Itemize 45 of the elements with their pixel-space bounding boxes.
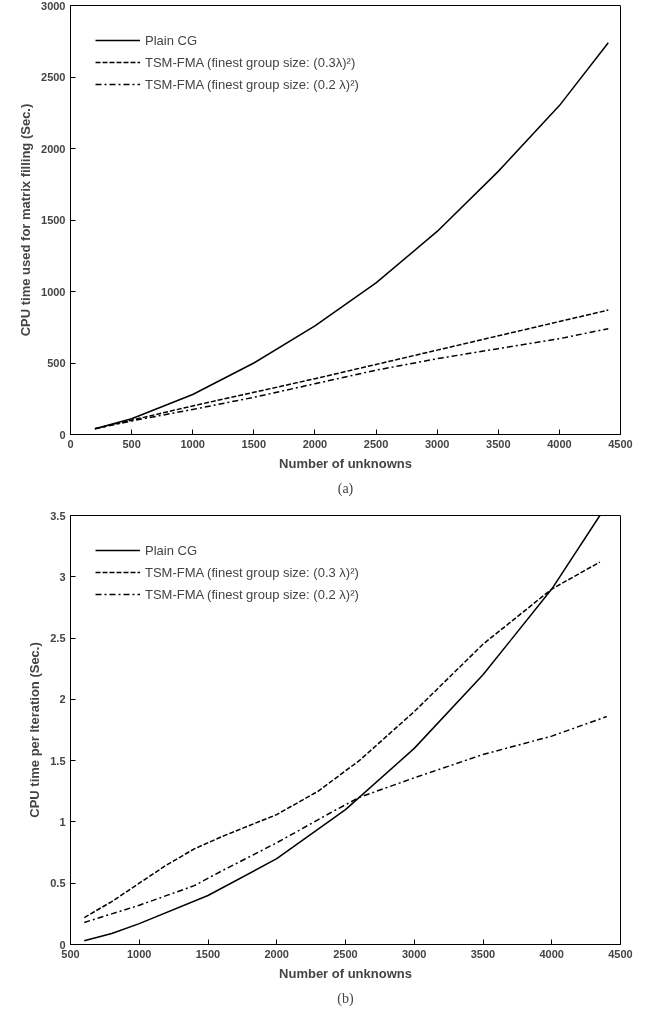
x-tick-label: 500: [122, 437, 141, 450]
legend-label: TSM-FMA (finest group size: (0.2 λ)²): [145, 76, 359, 92]
y-tick-label: 0: [59, 428, 66, 441]
x-tick-label: 2500: [363, 437, 389, 450]
y-tick-label: 500: [47, 357, 66, 369]
x-tick-label: 1500: [195, 947, 221, 960]
y-tick-label: 3: [59, 570, 66, 583]
y-tick-label: 0: [59, 938, 66, 951]
x-tick-label: 2500: [333, 947, 358, 960]
y-axis-title: CPU time used for matrix filling (Sec.): [18, 103, 34, 337]
y-tick-label: 2: [59, 693, 66, 706]
x-tick-label: 2000: [264, 947, 289, 960]
y-tick-label: 1: [59, 815, 66, 828]
x-tick-label: 3500: [486, 437, 511, 450]
x-tick-label: 3000: [424, 437, 450, 450]
y-axis-title: CPU time per Iteration (Sec.): [27, 642, 43, 818]
x-tick-label: 1000: [127, 947, 152, 960]
x-axis-title: Number of unknowns: [279, 965, 412, 981]
x-tick-label: 4500: [608, 947, 633, 960]
x-tick-label: 2000: [302, 437, 328, 450]
text: (b): [337, 990, 354, 1007]
x-tick-label: 4000: [539, 947, 564, 960]
x-tick-label: 4000: [547, 437, 572, 450]
y-tick-label: 2000: [41, 142, 66, 155]
y-tick-label: 1500: [41, 214, 66, 226]
x-tick-label: 4500: [608, 437, 633, 450]
y-tick-label: 3.5: [50, 509, 66, 522]
x-tick-label: 0: [67, 437, 74, 450]
legend-label: TSM-FMA (finest group size: (0.3 λ)²): [145, 564, 359, 580]
x-tick-label: 1500: [241, 437, 267, 450]
text: (a): [337, 480, 354, 497]
y-tick-label: 0.5: [50, 877, 66, 890]
y-tick-label: 3000: [41, 0, 66, 12]
legend-label: TSM-FMA (finest group size: (0.3λ)²): [145, 54, 356, 70]
y-tick-label: 1.5: [50, 754, 66, 767]
x-tick-label: 1000: [180, 437, 205, 450]
x-tick-label: 3500: [470, 947, 496, 960]
y-tick-label: 2.5: [50, 632, 66, 645]
x-axis-title: Number of unknowns: [279, 455, 412, 471]
y-tick-label: 2500: [41, 71, 66, 83]
legend-label: TSM-FMA (finest group size: (0.2 λ)²): [145, 586, 359, 602]
legend-label: Plain CG: [145, 542, 198, 558]
legend-label: Plain CG: [145, 32, 198, 48]
x-tick-label: 3000: [402, 947, 427, 960]
y-tick-label: 1000: [41, 285, 66, 298]
